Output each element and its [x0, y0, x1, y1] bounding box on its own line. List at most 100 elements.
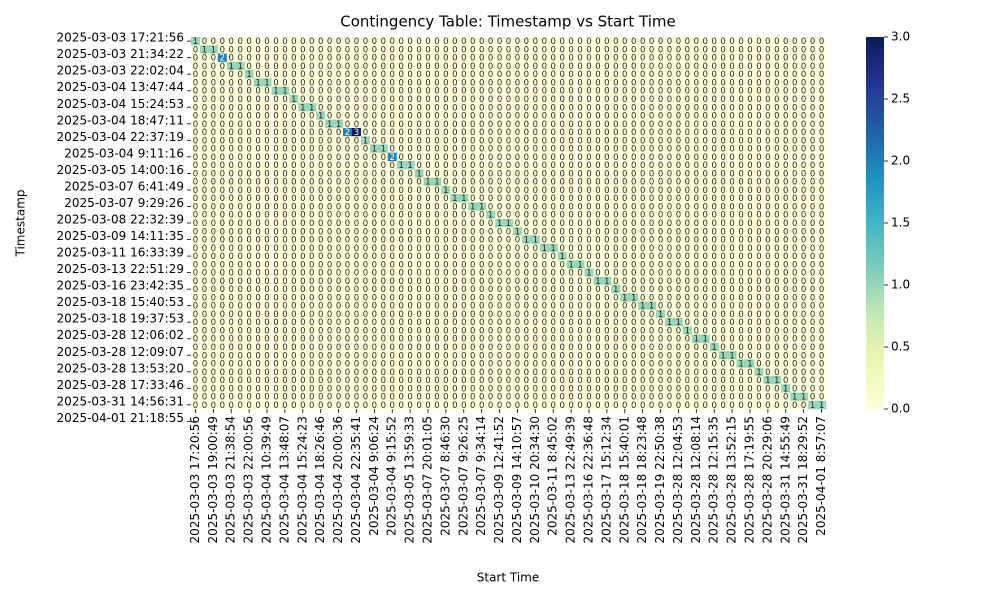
- cell-label: 0: [774, 153, 779, 163]
- cell-label: 0: [613, 45, 618, 55]
- cell: [432, 86, 442, 96]
- cell-label: 0: [300, 161, 305, 171]
- cell: [271, 136, 281, 145]
- cell: [235, 144, 245, 154]
- cell: [271, 94, 281, 104]
- cell-label: 0: [685, 136, 690, 146]
- cell-label: 0: [443, 211, 448, 221]
- cell: [611, 103, 621, 112]
- cell-label: 0: [747, 62, 752, 72]
- cell-label: 0: [434, 87, 439, 97]
- cell: [423, 78, 433, 87]
- cell-label: 0: [273, 112, 278, 122]
- cell-label: 0: [398, 186, 403, 196]
- cell-label: 0: [291, 169, 296, 179]
- cell-label: 0: [309, 54, 314, 64]
- cell: [781, 136, 791, 145]
- cell-label: 0: [586, 54, 591, 64]
- cell: [673, 45, 684, 54]
- cell: [665, 194, 675, 203]
- cell-label: 0: [819, 145, 824, 155]
- cell: [512, 45, 523, 54]
- cell: [754, 45, 764, 54]
- cell: [593, 127, 603, 137]
- cell-label: 0: [819, 103, 824, 113]
- cell: [217, 202, 228, 211]
- cell-label: 0: [398, 145, 403, 155]
- cell: [799, 70, 809, 79]
- cell: [548, 119, 558, 129]
- cell-label: 0: [327, 54, 332, 64]
- cell-label: 1: [434, 178, 439, 188]
- cell-label: 0: [524, 136, 529, 146]
- cell: [486, 103, 496, 112]
- cell-label: 0: [282, 186, 287, 196]
- cell-label: 0: [318, 87, 323, 97]
- cell: [656, 185, 666, 195]
- cell-label: 0: [246, 227, 251, 237]
- cell: [405, 210, 415, 220]
- cell-label: 0: [640, 45, 645, 55]
- cell-label: 0: [551, 178, 556, 188]
- cell-label: 0: [631, 120, 636, 130]
- cell-label: 0: [819, 95, 824, 105]
- cell: [772, 111, 782, 120]
- cell-label: 0: [407, 145, 412, 155]
- cell-label: 0: [738, 145, 743, 155]
- cell-label: 0: [273, 178, 278, 188]
- cell: [593, 169, 603, 178]
- cell: [566, 70, 576, 79]
- cell-label: 0: [470, 112, 475, 122]
- cell-label: 0: [649, 45, 654, 55]
- cell: [727, 61, 737, 71]
- cell-label: 0: [783, 120, 788, 130]
- cell: [414, 111, 424, 120]
- cell: [629, 144, 639, 154]
- cell-label: 0: [703, 112, 708, 122]
- cell: [539, 136, 550, 145]
- cell-label: 0: [685, 70, 690, 80]
- cell-label: 0: [756, 95, 761, 105]
- cell-label: 0: [551, 70, 556, 80]
- cell-label: 0: [720, 62, 725, 72]
- cell: [226, 194, 237, 203]
- cell-label: 0: [551, 161, 556, 171]
- cell: [450, 144, 460, 154]
- cell-label: 0: [425, 186, 430, 196]
- cell-label: 0: [479, 54, 484, 64]
- cell: [351, 78, 362, 87]
- cell: [343, 185, 353, 195]
- cell-label: 0: [336, 202, 341, 212]
- cell: [396, 45, 406, 54]
- cell-label: 1: [255, 78, 260, 88]
- cell-label: 0: [515, 169, 520, 179]
- cell: [191, 53, 201, 63]
- cell: [629, 86, 639, 96]
- cell: [208, 136, 219, 145]
- cell: [718, 103, 728, 112]
- cell-label: 0: [568, 178, 573, 188]
- cell-label: 0: [434, 112, 439, 122]
- cell: [709, 177, 719, 187]
- cell: [191, 37, 201, 46]
- cell: [423, 227, 433, 236]
- cell: [647, 202, 657, 211]
- cell: [235, 37, 245, 46]
- cell: [763, 119, 773, 129]
- cell-label: 0: [667, 211, 672, 221]
- cell-label: 0: [470, 120, 475, 130]
- cell: [226, 37, 237, 46]
- cell: [584, 177, 594, 187]
- cell-label: 0: [568, 219, 573, 229]
- cell-label: 0: [452, 62, 457, 72]
- cell: [548, 177, 558, 187]
- cell: [495, 144, 505, 154]
- cell-label: 0: [783, 128, 788, 138]
- cell-label: 0: [237, 54, 242, 64]
- cell-label: 0: [524, 194, 529, 204]
- cell: [808, 210, 818, 220]
- cell-label: 0: [524, 78, 529, 88]
- cell: [718, 161, 728, 170]
- cell-label: 0: [327, 202, 332, 212]
- cell: [709, 161, 719, 170]
